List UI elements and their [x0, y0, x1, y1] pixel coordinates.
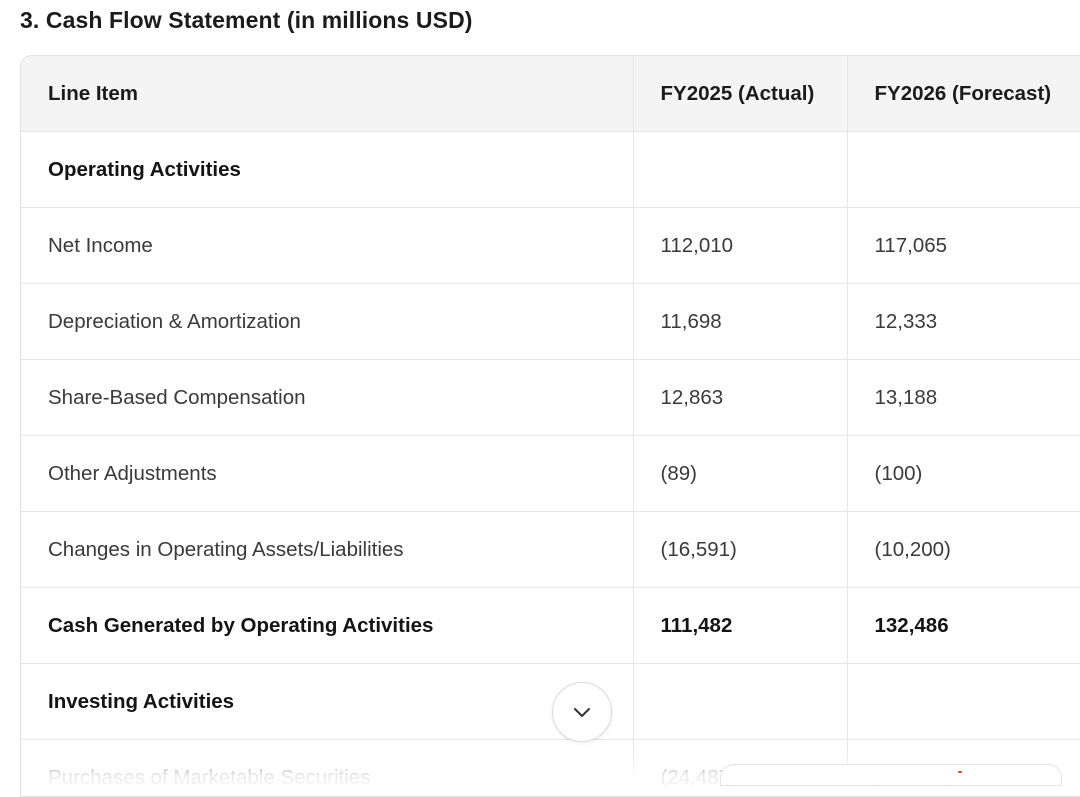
row-label: Other Adjustments — [21, 436, 633, 512]
row-label: Operating Activities — [21, 132, 633, 208]
fy2026-value: 117,065 — [847, 208, 1080, 284]
table-row-depreciation: Depreciation & Amortization 11,698 12,33… — [21, 284, 1080, 360]
cash-flow-table-container: Line Item FY2025 (Actual) FY2026 (Foreca… — [20, 55, 1080, 797]
fy2025-value: 12,863 — [633, 360, 847, 436]
fy2025-value: 112,010 — [633, 208, 847, 284]
table-row-investing-activities: Investing Activities — [21, 664, 1080, 740]
fy2025-value: (89) — [633, 436, 847, 512]
column-header-fy2025: FY2025 (Actual) — [633, 56, 847, 132]
fy2026-value: 13,188 — [847, 360, 1080, 436]
table-row-cash-from-operations: Cash Generated by Operating Activities 1… — [21, 588, 1080, 664]
fy2025-value — [633, 132, 847, 208]
row-label: Share-Based Compensation — [21, 360, 633, 436]
row-label: Net Income — [21, 208, 633, 284]
chevron-down-icon — [570, 700, 594, 724]
fy2025-value: 111,482 — [633, 588, 847, 664]
column-header-line-item: Line Item — [21, 56, 633, 132]
table-row-changes-operating-assets: Changes in Operating Assets/Liabilities … — [21, 512, 1080, 588]
fy2026-value: (100) — [847, 436, 1080, 512]
row-label: Depreciation & Amortization — [21, 284, 633, 360]
row-label: Investing Activities — [21, 664, 633, 740]
row-label: Changes in Operating Assets/Liabilities — [21, 512, 633, 588]
table-row-share-based-compensation: Share-Based Compensation 12,863 13,188 — [21, 360, 1080, 436]
cash-flow-table: Line Item FY2025 (Actual) FY2026 (Foreca… — [21, 56, 1080, 797]
column-header-fy2026: FY2026 (Forecast) — [847, 56, 1080, 132]
row-label: Purchases of Marketable Securities — [21, 740, 633, 797]
table-row-operating-activities: Operating Activities — [21, 132, 1080, 208]
fy2026-value: (10,200) — [847, 512, 1080, 588]
fy2026-value: 132,486 — [847, 588, 1080, 664]
row-label: Cash Generated by Operating Activities — [21, 588, 633, 664]
scroll-down-button[interactable] — [552, 682, 612, 742]
fy2025-value: 11,698 — [633, 284, 847, 360]
table-row-net-income: Net Income 112,010 117,065 — [21, 208, 1080, 284]
table-header-row: Line Item FY2025 (Actual) FY2026 (Foreca… — [21, 56, 1080, 132]
composer-input-edge[interactable] — [720, 764, 1062, 786]
fy2025-value: (16,591) — [633, 512, 847, 588]
fy2025-value — [633, 664, 847, 740]
fy2026-value — [847, 132, 1080, 208]
fy2026-value — [847, 664, 1080, 740]
section-heading: 3. Cash Flow Statement (in millions USD) — [20, 4, 473, 36]
fy2026-value: 12,333 — [847, 284, 1080, 360]
table-row-other-adjustments: Other Adjustments (89) (100) — [21, 436, 1080, 512]
indicator-mark — [958, 771, 962, 773]
